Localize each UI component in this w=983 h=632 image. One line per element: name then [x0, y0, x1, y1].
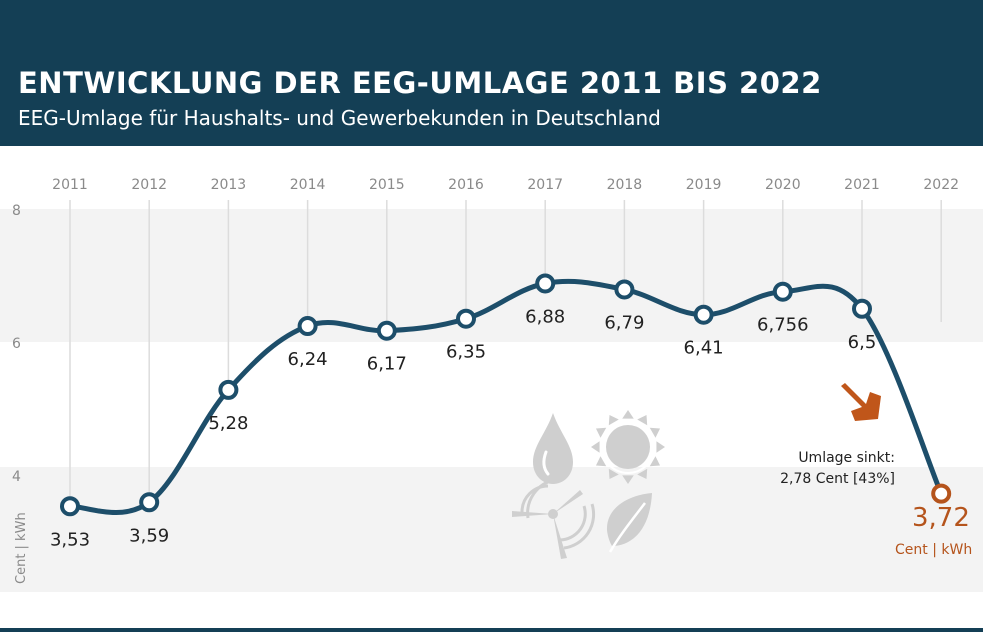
data-point-marker — [852, 298, 872, 319]
data-point-marker — [60, 496, 80, 517]
value-label: 6,41 — [684, 338, 724, 359]
sun-ray — [591, 441, 600, 453]
arrow-down-icon — [841, 383, 881, 421]
year-label: 2020 — [765, 177, 801, 193]
sun-ray — [595, 456, 607, 467]
year-label: 2016 — [448, 177, 484, 193]
y-axis-label: Cent | kWh — [14, 512, 29, 584]
value-label: 5,28 — [208, 413, 248, 434]
annotation-line-2: 2,78 Cent [43%] — [780, 471, 895, 487]
sun-ray — [622, 410, 634, 419]
year-labels: 2011 2012 2013 2014 2015 2016 2017 2018 2019 2020… — [52, 177, 959, 193]
data-point-marker — [297, 316, 318, 337]
sun-ray — [637, 414, 648, 426]
year-label: 2022 — [923, 177, 959, 193]
y-axis-ticks: 8 6 4 — [12, 203, 21, 485]
data-markers — [60, 273, 952, 517]
value-label: 6,756 — [757, 315, 809, 336]
year-gridlines — [69, 200, 942, 507]
data-point-marker — [931, 483, 952, 504]
data-point-marker — [376, 320, 397, 341]
data-point-marker — [614, 279, 635, 300]
page-title: ENTWICKLUNG DER EEG-UMLAGE 2011 BIS 2022 — [18, 66, 822, 100]
year-label: 2021 — [844, 177, 880, 193]
year-label: 2019 — [686, 177, 722, 193]
sun-ray — [637, 468, 648, 480]
sun-ray — [608, 414, 619, 426]
value-label: 6,35 — [446, 342, 486, 363]
value-label: 6,5 — [848, 332, 877, 353]
sun-ray — [595, 427, 607, 438]
year-label: 2015 — [369, 177, 405, 193]
value-labels: 3,53 3,59 5,28 6,24 6,17 6,35 6,88 6,79 6,41 6,75… — [50, 306, 876, 550]
sun-ray — [622, 475, 634, 484]
wind-turbine-icon — [512, 478, 596, 559]
background-bands — [0, 209, 983, 592]
value-label: 6,24 — [288, 349, 328, 370]
annotation-line-1: Umlage sinkt: — [798, 450, 895, 466]
sun-icon — [591, 410, 665, 484]
value-label: 6,88 — [525, 306, 565, 327]
data-point-marker — [218, 379, 239, 400]
data-point-marker — [535, 273, 556, 294]
value-label: 6,17 — [367, 354, 407, 375]
data-line — [67, 278, 944, 516]
data-point-marker — [772, 281, 793, 302]
decrease-annotation: Umlage sinkt: 2,78 Cent [43%] — [780, 448, 895, 490]
value-label: 3,53 — [50, 529, 90, 550]
sun-ray — [649, 456, 661, 467]
sun-ray — [649, 427, 661, 438]
footer-line — [0, 628, 983, 632]
value-label: 3,59 — [129, 525, 169, 546]
year-label: 2012 — [131, 177, 167, 193]
header-banner: ENTWICKLUNG DER EEG-UMLAGE 2011 BIS 2022… — [0, 0, 983, 146]
year-label: 2013 — [211, 177, 247, 193]
sun-ray — [608, 468, 619, 480]
final-value: 3,72 — [912, 503, 970, 533]
data-point-marker — [139, 492, 160, 513]
year-label: 2011 — [52, 177, 88, 193]
sun-ray — [656, 441, 665, 453]
y-tick-label: 4 — [12, 469, 21, 485]
value-label: 6,79 — [604, 312, 644, 333]
data-point-marker — [693, 304, 714, 325]
final-unit: Cent | kWh — [895, 542, 973, 558]
y-tick-label: 6 — [12, 336, 21, 352]
page-subtitle: EEG-Umlage für Haushalts- und Gewerbekun… — [18, 106, 661, 130]
energy-icons — [512, 383, 881, 559]
year-label: 2017 — [527, 177, 563, 193]
leaf-icon — [606, 493, 652, 553]
year-label: 2018 — [607, 177, 643, 193]
data-point-marker — [456, 308, 476, 329]
year-label: 2014 — [290, 177, 326, 193]
band-8-6 — [0, 209, 983, 342]
water-drop-icon — [533, 413, 573, 484]
y-tick-label: 8 — [12, 203, 21, 219]
